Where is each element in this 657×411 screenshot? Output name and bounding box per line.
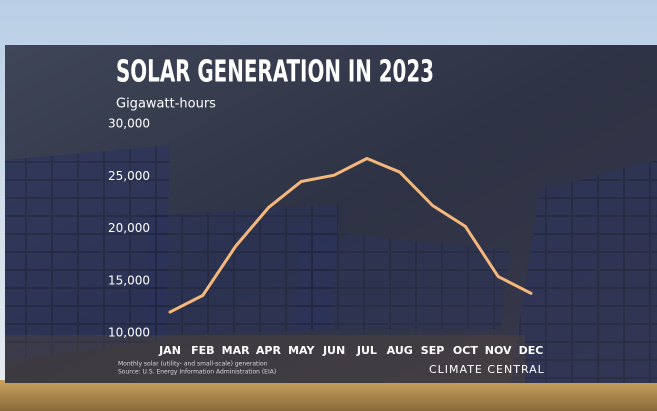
x-tick-label: DEC xyxy=(519,344,544,357)
solar-panel-art xyxy=(510,160,657,383)
credit-logo: CLIMATE CENTRAL xyxy=(429,363,545,376)
x-tick-label: FEB xyxy=(191,344,214,357)
background-grass xyxy=(0,380,657,411)
x-tick-label: NOV xyxy=(485,344,512,357)
x-tick-label: MAY xyxy=(288,344,315,357)
x-tick-label: JAN xyxy=(158,344,181,357)
source: Source: U.S. Energy Information Administ… xyxy=(118,369,276,376)
x-tick-label: AUG xyxy=(387,344,413,357)
x-tick-label: APR xyxy=(256,344,282,357)
y-tick-label: 10,000 xyxy=(108,326,150,340)
chart-subtitle: Gigawatt-hours xyxy=(116,97,216,112)
x-tick-label: OCT xyxy=(453,344,478,357)
field-art xyxy=(5,335,525,383)
chart-title: SOLAR GENERATION IN 2023 xyxy=(116,55,434,90)
data-line xyxy=(168,156,533,314)
x-tick-label: SEP xyxy=(421,344,445,357)
solar-panel-art xyxy=(145,205,340,335)
x-tick-label: MAR xyxy=(222,344,250,357)
y-tick-label: 20,000 xyxy=(108,221,150,235)
y-tick-label: 15,000 xyxy=(108,273,150,287)
notes: Monthly solar (utility- and small-scale)… xyxy=(118,361,268,368)
x-tick-label: JUN xyxy=(322,344,345,357)
y-tick-label: 30,000 xyxy=(108,117,150,131)
x-tick-label: JUL xyxy=(356,344,377,357)
y-tick-label: 25,000 xyxy=(108,169,150,183)
solar-panel-art xyxy=(5,145,170,360)
solar-panel-art xyxy=(295,230,510,330)
